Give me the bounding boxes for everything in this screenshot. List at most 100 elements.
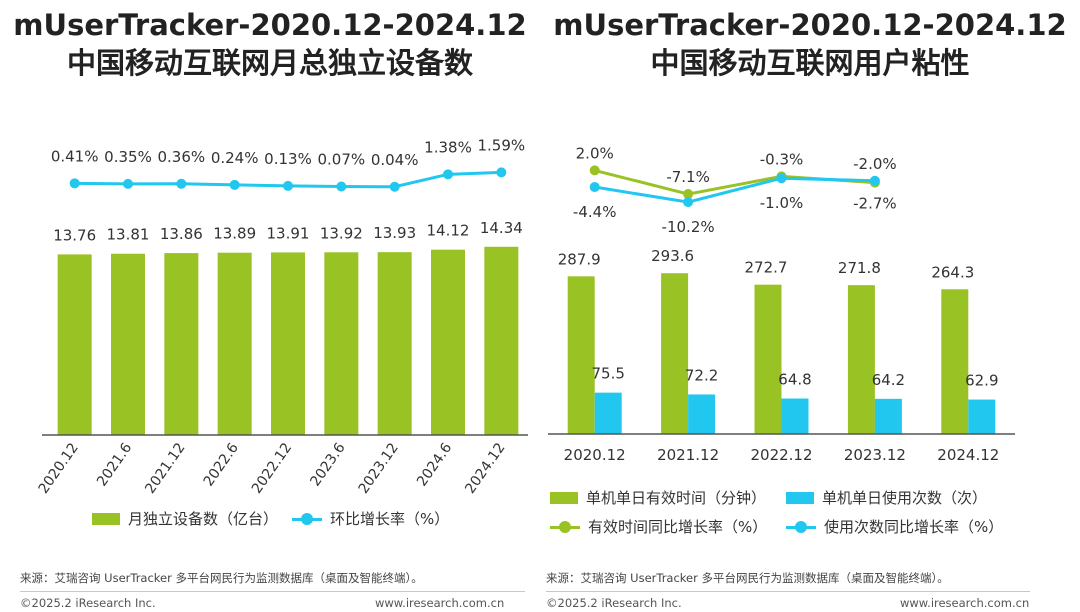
right-chart-title: mUserTracker-2020.12-2024.12 中国移动互联网用户粘性 [540,6,1080,82]
device-count-bar [271,252,305,435]
daily-count-label: 75.5 [591,365,624,383]
device-count-label: 13.92 [320,224,363,242]
left-chart-title: mUserTracker-2020.12-2024.12 中国移动互联网月总独立… [0,6,540,82]
left-chart-panel: mUserTracker-2020.12-2024.12 中国移动互联网月总独立… [0,6,540,610]
left-title-line-1: mUserTracker-2020.12-2024.12 [13,8,527,42]
right-website: www.iresearch.com.cn [900,596,1030,610]
device-count-bar [57,254,92,435]
mom-growth-label: 0.36% [158,148,206,166]
mom-growth-point [229,179,240,190]
mom-growth-point [283,180,293,191]
legend-line-swatch [292,512,322,525]
left-website: www.iresearch.com.cn [375,596,505,610]
legend-device-count: 月独立设备数（亿台） [92,508,278,529]
mom-growth-label: 0.04% [371,151,419,169]
legend-count-swatch [786,491,814,504]
count-growth-line [594,176,875,204]
legend-daily-count-label: 单机单日使用次数（次） [822,489,988,507]
device-count-label: 13.91 [267,224,310,242]
x-tick-label: 2024.6 [414,440,455,489]
x-tick-label: 2024.12 [462,440,508,497]
count-growth-point [683,197,694,208]
device-count-bar [484,246,519,435]
x-tick-label: 2022.12 [750,446,812,464]
legend-mom-growth-label: 环比增长率（%） [330,510,450,528]
right-source-note: 来源：艾瑞咨询 UserTracker 多平台网民行为监测数据库（桌面及智能终端… [546,571,949,585]
x-tick-label: 2021.12 [142,440,188,497]
mom-growth-point [123,178,133,189]
count-growth-label: -1.0% [760,194,804,212]
legend-device-count-label: 月独立设备数（亿台） [128,510,279,528]
x-tick-label: 2024.12 [937,446,999,464]
daily-count-label: 62.9 [965,372,998,390]
left-chart-plot: 13.76 2020.12 13.81 2021.6 13.86 2021.12 13.89… [36,136,528,497]
right-copyright: ©2025.2 iResearch Inc. [546,596,682,610]
time-growth-label: 2.0% [576,144,614,162]
time-growth-label: -0.3% [760,150,804,168]
daily-time-bar [847,285,875,434]
mom-growth-point [496,167,507,178]
mom-growth-point [69,178,80,189]
right-footer-divider [546,591,1030,592]
count-growth-label: -10.2% [662,218,715,236]
legend-time-growth-label: 有效时间同比增长率（%） [588,518,768,536]
x-tick-label: 2021.12 [657,446,719,464]
daily-time-label: 293.6 [651,247,694,265]
device-count-label: 13.81 [107,226,150,244]
x-tick-label: 2021.6 [94,440,135,489]
daily-count-bar [594,392,622,434]
left-copyright: ©2025.2 iResearch Inc. [20,596,156,610]
daily-time-bar [754,284,782,434]
legend-mom-growth: 环比增长率（%） [292,508,449,529]
device-count-label: 14.12 [427,222,470,240]
legend-count-growth-swatch [786,520,816,533]
device-count-bar [111,253,145,435]
right-chart-plot: 287.9 75.5 2020.12 293.6 72.2 2021.12 272.7 64.… [548,144,1015,464]
mom-growth-label: 0.13% [264,150,312,168]
legend-bar-swatch [92,512,120,525]
legend-daily-count: 单机单日使用次数（次） [786,487,987,508]
mom-growth-label: 0.41% [51,147,99,165]
mom-growth-label: 0.35% [104,148,152,166]
daily-time-bar [941,289,969,434]
count-growth-label: -2.0% [853,155,897,173]
x-tick-label: 2023.12 [356,440,402,497]
daily-time-label: 287.9 [558,250,601,268]
left-source-note: 来源：艾瑞咨询 UserTracker 多平台网民行为监测数据库（桌面及智能终端… [20,571,423,585]
mom-growth-label: 1.38% [424,138,472,156]
time-growth-point [683,189,694,200]
daily-count-bar [874,398,902,434]
device-count-label: 14.34 [480,219,523,237]
time-growth-point [589,165,600,176]
right-title-line-2: 中国移动互联网用户粘性 [650,46,970,80]
mom-growth-point [443,169,453,180]
x-tick-label: 2020.12 [564,446,626,464]
x-tick-label: 2023.6 [307,440,348,489]
legend-daily-time-label: 单机单日有效时间（分钟） [586,489,767,507]
daily-time-bar [661,273,689,434]
legend-daily-time: 单机单日有效时间（分钟） [550,487,766,508]
device-count-bar [377,252,412,435]
device-count-label: 13.89 [213,225,256,243]
device-count-bar [164,253,199,435]
right-chart-panel: mUserTracker-2020.12-2024.12 中国移动互联网用户粘性… [540,0,1080,612]
device-count-label: 13.86 [160,225,203,243]
mom-growth-point [389,181,400,192]
daily-count-bar [781,398,809,434]
device-count-label: 13.76 [53,226,96,244]
device-count-bar [217,252,252,435]
time-growth-label: -2.7% [853,195,897,213]
mom-growth-point [176,178,187,189]
daily-count-label: 64.2 [872,371,905,389]
right-title-line-1: mUserTracker-2020.12-2024.12 [553,8,1067,42]
device-count-label: 13.93 [373,224,416,242]
x-tick-label: 2023.12 [844,446,906,464]
left-footer-divider [20,591,525,592]
mom-growth-point [336,181,347,192]
time-growth-label: -7.1% [666,168,710,186]
device-count-bar [324,252,359,435]
x-tick-label: 2022.12 [249,440,295,497]
x-tick-label: 2020.12 [36,440,82,497]
legend-time-swatch [550,491,578,504]
legend-time-growth: 有效时间同比增长率（%） [550,516,767,537]
